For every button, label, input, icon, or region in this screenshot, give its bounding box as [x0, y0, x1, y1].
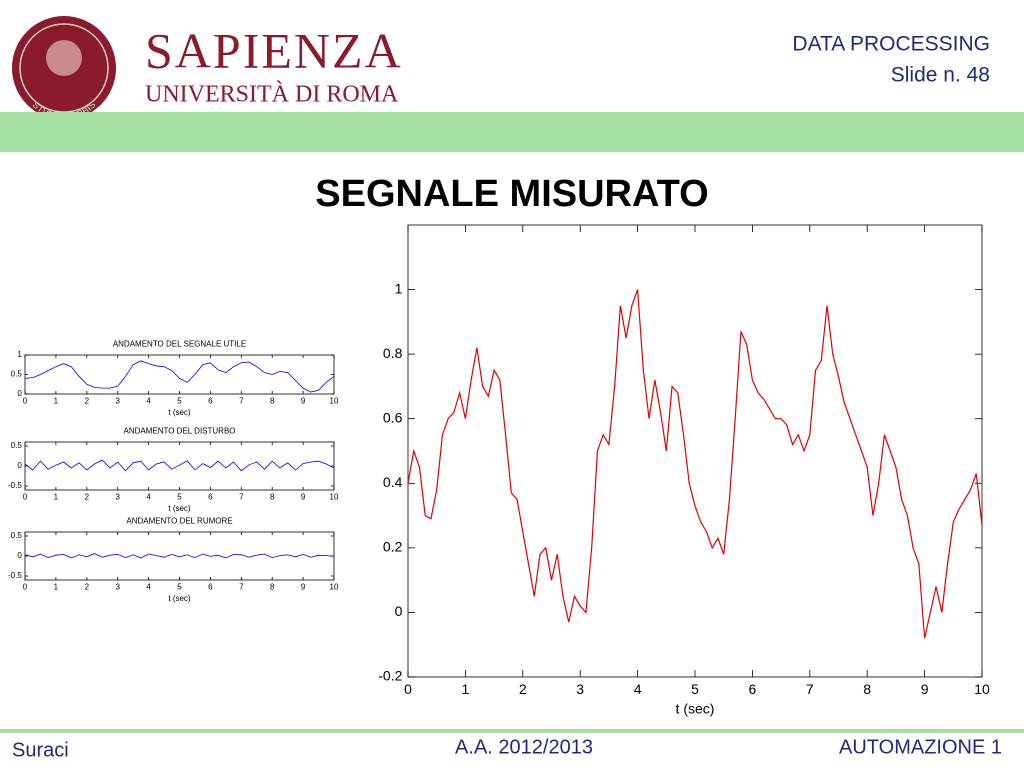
x-tick-label: 8	[270, 493, 275, 502]
x-tick-label: 1	[54, 583, 59, 592]
slide-number: Slide n. 48	[891, 64, 990, 87]
x-tick-label: 2	[519, 681, 527, 697]
y-tick-label: 0	[17, 551, 22, 560]
university-sub: UNIVERSITÀ DI ROMA	[145, 82, 399, 108]
x-tick-label: 9	[301, 493, 306, 502]
x-tick-label: 3	[115, 493, 120, 502]
y-tick-label: 1	[17, 350, 22, 359]
x-tick-label: 9	[921, 681, 929, 697]
x-tick-label: 4	[146, 397, 151, 406]
x-tick-label: 7	[239, 493, 244, 502]
y-tick-label: 0.5	[11, 531, 23, 540]
y-tick-label: 0	[17, 389, 22, 398]
x-tick-label: 7	[239, 583, 244, 592]
x-axis-label: t (sec)	[168, 504, 191, 513]
data-line	[24, 360, 335, 393]
x-tick-label: 0	[23, 493, 28, 502]
x-tick-label: 4	[146, 583, 151, 592]
x-tick-label: 2	[85, 583, 90, 592]
x-tick-label: 0	[404, 681, 412, 697]
x-tick-label: 9	[301, 397, 306, 406]
footer-year: A.A. 2012/2013	[455, 736, 593, 758]
y-tick-label: 0.8	[383, 345, 403, 361]
x-tick-label: 5	[177, 397, 182, 406]
y-tick-label: 0.5	[11, 441, 23, 450]
x-tick-label: 6	[749, 681, 757, 697]
x-tick-label: 8	[270, 583, 275, 592]
x-tick-label: 1	[54, 493, 59, 502]
x-tick-label: 1	[462, 681, 470, 697]
x-tick-label: 5	[177, 493, 182, 502]
x-tick-label: 2	[85, 397, 90, 406]
x-tick-label: 9	[301, 583, 306, 592]
x-axis-label: t (sec)	[168, 408, 191, 417]
x-tick-label: 8	[863, 681, 871, 697]
x-tick-label: 3	[576, 681, 584, 697]
x-tick-label: 5	[177, 583, 182, 592]
y-tick-label: 0	[17, 461, 22, 470]
y-tick-label: -0.5	[8, 571, 22, 580]
y-tick-label: 0.4	[383, 474, 403, 490]
y-tick-label: 0.5	[11, 370, 23, 379]
x-axis-label: t (sec)	[168, 594, 191, 603]
y-tick-label: 1	[395, 280, 403, 296]
plot-area	[24, 531, 335, 581]
x-tick-label: 6	[208, 493, 213, 502]
logo-figure	[46, 40, 82, 76]
data-line	[24, 553, 335, 559]
x-tick-label: 6	[208, 397, 213, 406]
y-tick-label: -0.5	[8, 481, 22, 490]
x-tick-label: 2	[85, 493, 90, 502]
x-tick-label: 10	[330, 493, 339, 502]
footer-author: Suraci	[12, 739, 69, 761]
x-tick-label: 1	[54, 397, 59, 406]
x-tick-label: 4	[634, 681, 642, 697]
plot-area	[407, 224, 983, 678]
chart-title: ANDAMENTO DEL DISTURBO	[123, 427, 235, 436]
x-tick-label: 3	[115, 583, 120, 592]
y-tick-label: 0.6	[383, 409, 403, 425]
x-tick-label: 7	[239, 397, 244, 406]
x-tick-label: 7	[806, 681, 814, 697]
x-tick-label: 10	[330, 583, 339, 592]
x-tick-label: 3	[115, 397, 120, 406]
university-name: SAPIENZA	[145, 22, 403, 78]
course-label: DATA PROCESSING	[792, 33, 990, 56]
x-tick-label: 0	[23, 583, 28, 592]
chart-title: ANDAMENTO DEL SEGNALE UTILE	[113, 340, 246, 349]
x-tick-label: 10	[974, 681, 990, 697]
x-tick-label: 6	[208, 583, 213, 592]
x-tick-label: 4	[146, 493, 151, 502]
header-band	[0, 112, 1024, 152]
x-axis-label: t (sec)	[676, 701, 715, 717]
data-line	[407, 289, 983, 639]
x-tick-label: 8	[270, 397, 275, 406]
footer-course: AUTOMAZIONE 1	[839, 736, 1002, 758]
plot-area	[24, 441, 335, 491]
x-tick-label: 10	[330, 397, 339, 406]
y-tick-label: 0	[395, 603, 403, 619]
data-line	[24, 459, 335, 472]
x-tick-label: 0	[23, 397, 28, 406]
slide-title: SEGNALE MISURATO	[315, 173, 708, 215]
x-tick-label: 5	[691, 681, 699, 697]
plot-area	[24, 354, 335, 395]
y-tick-label: 0.2	[383, 539, 403, 555]
y-tick-label: -0.2	[378, 668, 402, 684]
chart-title: ANDAMENTO DEL RUMORE	[126, 517, 232, 526]
footer-line	[0, 729, 1024, 733]
